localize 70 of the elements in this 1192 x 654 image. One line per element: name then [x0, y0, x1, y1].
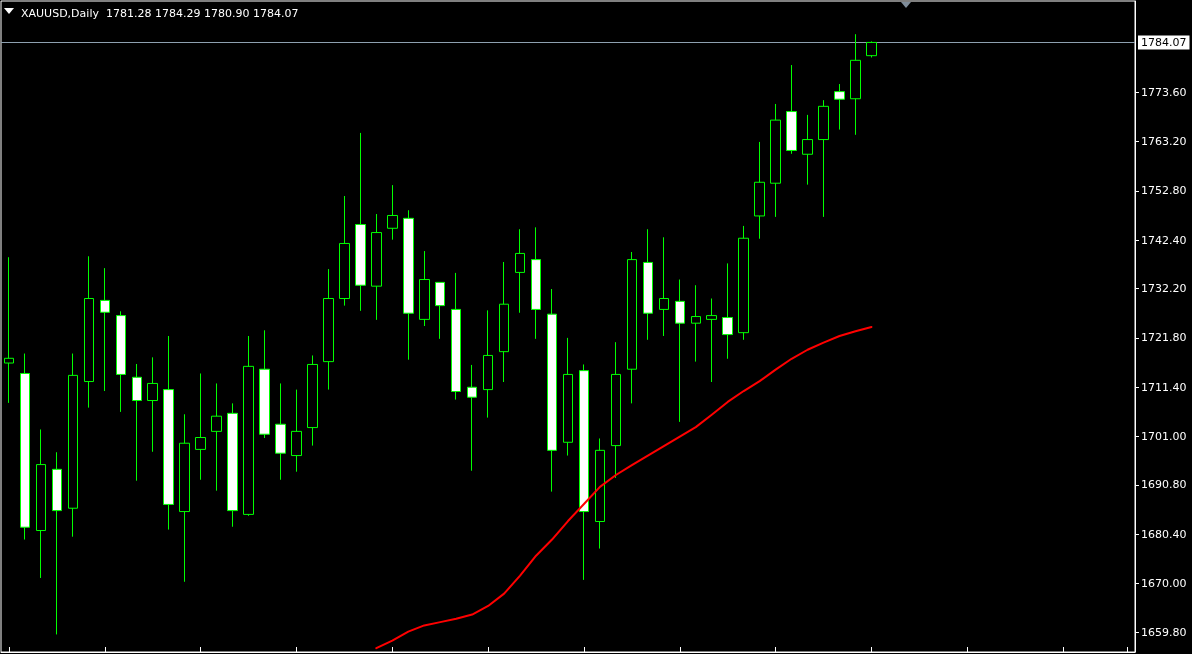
y-tick-label: 1659.80: [1141, 625, 1187, 639]
candlestick: [419, 250, 430, 327]
candlestick: [515, 228, 525, 314]
candlestick: [403, 209, 414, 361]
y-tick-label: 1701.00: [1141, 430, 1187, 444]
candlestick: [243, 335, 254, 517]
candlestick: [163, 335, 174, 531]
candlestick: [547, 288, 557, 493]
candlestick: [770, 103, 781, 218]
candlestick: [691, 284, 701, 363]
candlestick: [307, 354, 318, 447]
candlestick: [387, 184, 398, 241]
candlestick: [834, 83, 845, 131]
candlestick: [339, 195, 350, 307]
candlestick: [675, 279, 685, 423]
candlestick: [132, 363, 142, 482]
candlestick: [738, 225, 749, 341]
candlestick: [355, 132, 366, 312]
y-tick-label: 1721.80: [1141, 331, 1187, 345]
candlestick: [195, 372, 206, 481]
candlestick: [435, 281, 445, 340]
candlestick: [275, 382, 286, 481]
y-tick-label: 1670.00: [1141, 577, 1187, 591]
y-tick-label: 1732.20: [1141, 282, 1187, 296]
y-tick-label: 1680.40: [1141, 527, 1187, 541]
y-tick-label: 1752.80: [1141, 184, 1187, 198]
candlestick: [323, 268, 334, 391]
candlestick: [291, 389, 302, 473]
candlestick: [179, 413, 190, 583]
candlestick: [627, 251, 637, 404]
line-series: [375, 325, 873, 650]
candlestick: [579, 363, 589, 581]
candlestick: [52, 451, 62, 635]
candlestick: [563, 337, 573, 457]
candlestick: [259, 329, 270, 439]
candlestick: [84, 255, 94, 409]
y-tick-label: 1742.40: [1141, 233, 1187, 247]
candlestick: [659, 236, 669, 337]
candlestick: [722, 262, 733, 360]
candlestick: [147, 356, 158, 453]
candlestick: [451, 272, 461, 401]
candlestick: [100, 267, 110, 392]
candlestick: [499, 261, 509, 383]
y-tick-label: 1763.20: [1141, 134, 1187, 148]
candlestick: [531, 226, 541, 340]
y-tick-label: 1773.60: [1141, 85, 1187, 99]
candlestick: [818, 99, 829, 218]
candlestick: [802, 114, 813, 186]
candlestick: [36, 428, 46, 579]
candlestick: [643, 228, 653, 341]
text: XAUUSD,Daily 1781.28 1784.29 1780.90 1784.07: [21, 7, 299, 20]
candlestick: [68, 353, 78, 538]
candlestick: [371, 213, 382, 321]
candlestick: [20, 353, 30, 541]
candlestick: [595, 437, 605, 550]
candlestick: [611, 341, 621, 479]
y-tick-label: 1690.80: [1141, 478, 1187, 492]
candlestick: [467, 364, 477, 472]
candlestick: [706, 298, 717, 383]
candlestick: [227, 402, 238, 528]
candlestick: [116, 310, 126, 413]
candlestick: [754, 141, 765, 240]
candlestick: [786, 64, 797, 155]
candlestick: [850, 33, 861, 136]
ref-line-label: 1784.07: [1141, 35, 1187, 49]
candlestick: [866, 40, 877, 58]
candlestick: [211, 382, 222, 492]
candlestick: [4, 256, 14, 404]
candlestick: [483, 309, 493, 419]
y-tick-label: 1711.40: [1141, 380, 1187, 394]
